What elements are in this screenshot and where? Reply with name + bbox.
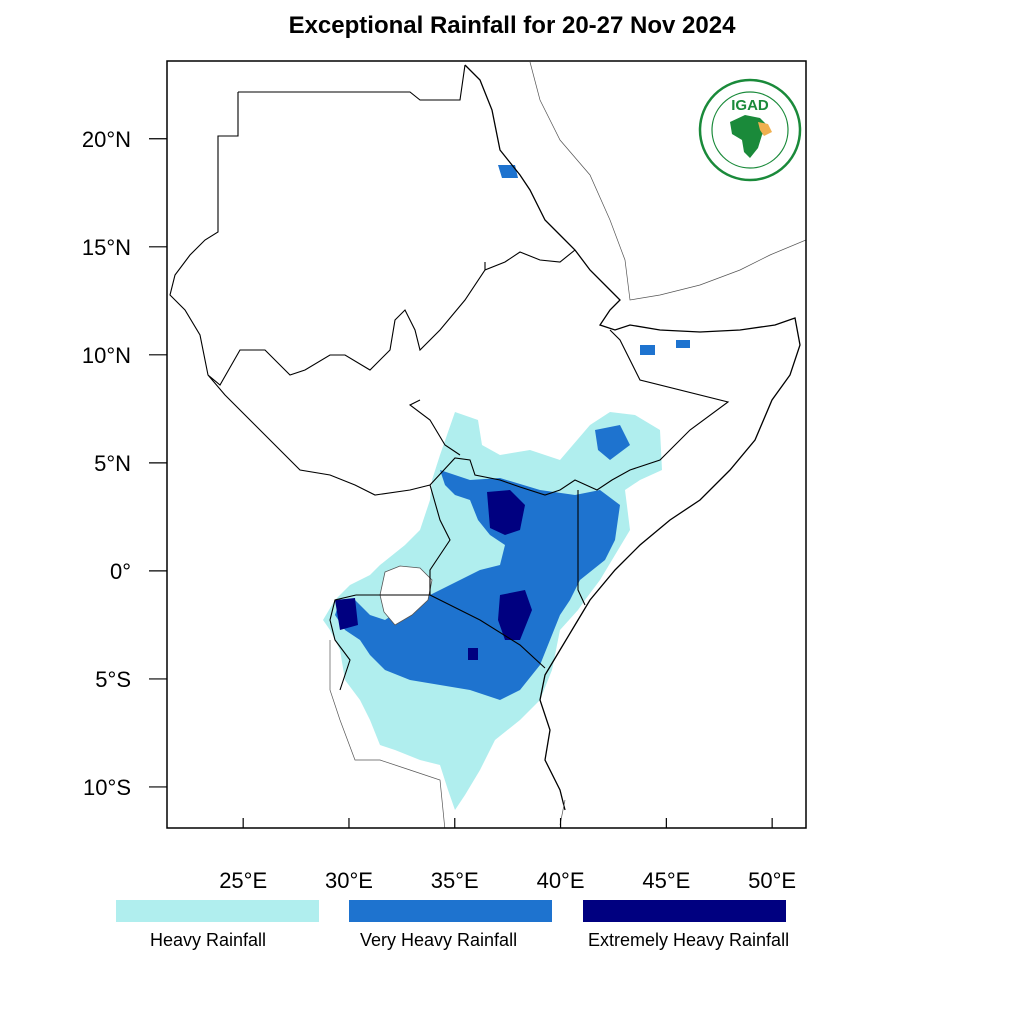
very-heavy-rainfall-patch xyxy=(498,165,518,178)
rainfall-shading xyxy=(323,165,690,810)
x-tick-label: 35°E xyxy=(431,868,479,893)
legend-label-extremely-heavy: Extremely Heavy Rainfall xyxy=(588,930,790,950)
very-heavy-rainfall-patch xyxy=(676,340,690,348)
map-frame xyxy=(166,60,807,829)
y-tick-label: 10°N xyxy=(82,343,131,368)
y-tick-label: 15°N xyxy=(82,235,131,260)
y-axis: 20°N 15°N 10°N 5°N 0° 5°S 10°S xyxy=(82,127,167,800)
legend-swatch-extremely-heavy xyxy=(583,900,786,922)
logo-text: IGAD xyxy=(731,97,769,114)
map-title: Exceptional Rainfall for 20-27 Nov 2024 xyxy=(288,12,736,39)
y-tick-label: 20°N xyxy=(82,127,131,152)
legend-label-very-heavy: Very Heavy Rainfall xyxy=(360,930,518,950)
country-borders xyxy=(169,64,730,691)
x-tick-label: 50°E xyxy=(748,868,796,893)
coastline xyxy=(464,64,801,811)
x-tick-label: 30°E xyxy=(325,868,373,893)
igad-logo: IGAD xyxy=(698,78,802,182)
x-tick-label: 45°E xyxy=(642,868,690,893)
y-tick-label: 10°S xyxy=(83,775,131,800)
legend-swatch-very-heavy xyxy=(349,900,552,922)
extremely-heavy-rainfall-area xyxy=(335,598,358,630)
extremely-heavy-rainfall-area xyxy=(487,490,525,535)
border-lines xyxy=(169,61,806,828)
y-tick-label: 0° xyxy=(110,559,131,584)
very-heavy-rainfall-area xyxy=(335,470,620,700)
y-tick-label: 5°N xyxy=(94,451,131,476)
very-heavy-rainfall-patch xyxy=(595,425,630,460)
extremely-heavy-rainfall-area xyxy=(468,648,478,660)
x-tick-label: 40°E xyxy=(537,868,585,893)
extremely-heavy-rainfall-area xyxy=(498,590,532,640)
legend-label-heavy: Heavy Rainfall xyxy=(150,930,267,950)
y-tick-label: 5°S xyxy=(95,667,131,692)
very-heavy-rainfall-patch xyxy=(640,345,655,355)
legend-swatch-heavy xyxy=(116,900,319,922)
x-axis: 25°E 30°E 35°E 40°E 45°E 50°E xyxy=(219,818,796,893)
x-tick-label: 25°E xyxy=(219,868,267,893)
